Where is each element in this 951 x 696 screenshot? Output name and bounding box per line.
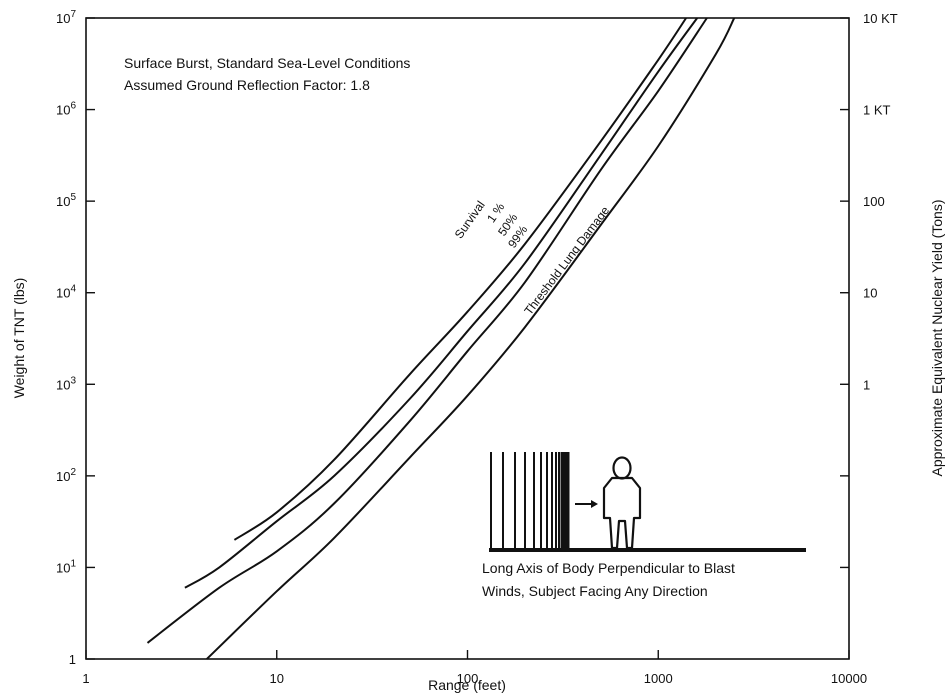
inset-caption-line-2: Winds, Subject Facing Any Direction bbox=[482, 583, 708, 599]
annotation-line-1: Surface Burst, Standard Sea-Level Condit… bbox=[124, 55, 410, 71]
y-tick-label-3: 103 bbox=[56, 375, 76, 392]
annotation-line-2: Assumed Ground Reflection Factor: 1.8 bbox=[124, 77, 370, 93]
curve-label-survival: Survival bbox=[452, 198, 488, 241]
y2-tick-label-0: 10 KT bbox=[863, 11, 898, 26]
x-tick-label-1: 10 bbox=[270, 671, 284, 686]
curve-0 bbox=[233, 17, 687, 541]
y-axis-title: Weight of TNT (lbs) bbox=[11, 278, 27, 399]
y-tick-label-7: 107 bbox=[56, 9, 76, 26]
y-tick-label-5: 105 bbox=[56, 192, 76, 209]
inset-illustration bbox=[489, 452, 806, 552]
y2-axis-ticks: 10 KT 1 KT 100 10 1 bbox=[840, 11, 898, 569]
curve-1 bbox=[184, 17, 699, 589]
x-tick-label-4: 10000 bbox=[831, 671, 867, 686]
y-axis-ticks: 1 101 102 103 104 105 106 107 bbox=[56, 9, 95, 667]
y2-tick-label-3: 10 bbox=[863, 286, 877, 301]
x-axis-title: Range (feet) bbox=[428, 677, 506, 693]
curves bbox=[146, 17, 736, 660]
blast-arrow-head bbox=[591, 500, 598, 508]
x-tick-label-2: 100 bbox=[457, 671, 479, 686]
x-tick-label-3: 1000 bbox=[644, 671, 673, 686]
y2-axis-title: Approximate Equivalent Nuclear Yield (To… bbox=[929, 199, 945, 476]
blast-wave-lines bbox=[490, 452, 570, 550]
y-tick-label-2: 102 bbox=[56, 467, 76, 484]
human-figure-icon bbox=[602, 456, 642, 550]
curve-2 bbox=[146, 17, 708, 644]
y2-tick-label-2: 100 bbox=[863, 194, 885, 209]
curve-3 bbox=[206, 17, 736, 660]
y-tick-label-0: 1 bbox=[69, 652, 76, 667]
y2-tick-label-4: 1 bbox=[863, 377, 870, 392]
x-tick-label-0: 1 bbox=[82, 671, 89, 686]
y-tick-label-1: 101 bbox=[56, 558, 76, 575]
inset-caption-line-1: Long Axis of Body Perpendicular to Blast bbox=[482, 560, 735, 576]
y2-tick-label-1: 1 KT bbox=[863, 103, 891, 118]
y-tick-label-4: 104 bbox=[56, 284, 76, 301]
y-tick-label-6: 106 bbox=[56, 101, 76, 118]
x-axis-ticks: 1 10 100 1000 10000 bbox=[82, 650, 867, 686]
